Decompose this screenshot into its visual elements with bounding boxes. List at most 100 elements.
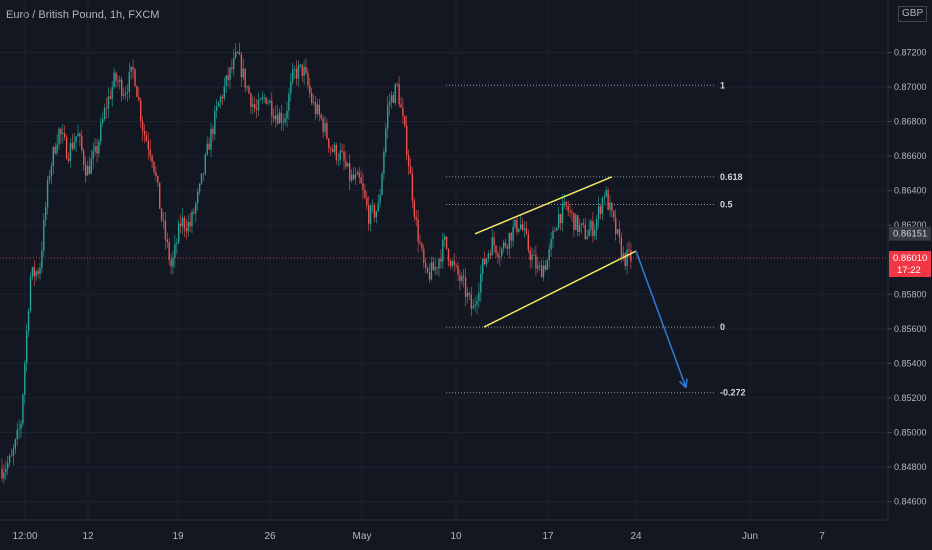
candle-body (548, 249, 550, 261)
candle-body (436, 267, 438, 269)
candle-body (523, 228, 526, 231)
candle-body (556, 227, 558, 231)
candle-body (497, 253, 499, 257)
candle-body (550, 239, 552, 250)
candle-body (333, 144, 336, 152)
drawings[interactable] (0, 176, 888, 389)
grid (0, 0, 888, 520)
last-price-badge (889, 251, 931, 277)
candle-body (197, 191, 199, 204)
fib-label-2: 0.5 (720, 199, 733, 209)
candle-body (516, 219, 518, 232)
candle-body (463, 276, 465, 278)
currency-button[interactable]: GBP (898, 6, 928, 22)
candle-body (60, 128, 62, 135)
candle-body (157, 176, 159, 183)
candle-body (195, 203, 197, 214)
marker-price-badge (889, 226, 931, 241)
candle-body (499, 255, 501, 257)
candle-body (50, 165, 53, 177)
candle-body (90, 158, 92, 174)
candle-body (379, 195, 381, 203)
candle-body (155, 171, 157, 177)
candle-body (233, 57, 235, 69)
candle-body (141, 120, 144, 132)
channel-lower-line (483, 250, 637, 328)
candle-body (206, 143, 208, 155)
candle-body (238, 52, 241, 55)
candle-body (202, 173, 205, 175)
candle-body (537, 265, 539, 269)
candle-body (618, 229, 621, 238)
candle-body (269, 100, 271, 103)
y-tick-label-9: 0.85200 (894, 393, 927, 403)
candle-body (307, 72, 309, 86)
candle-body (301, 64, 303, 76)
candle-body (426, 267, 429, 273)
candle-body (178, 223, 180, 244)
candle-body (288, 93, 290, 111)
candle-body (447, 248, 450, 262)
candle-body (24, 363, 26, 395)
candle-body (352, 174, 355, 180)
candle-body (464, 277, 467, 297)
candle-body (71, 143, 73, 149)
candle-body (520, 224, 522, 229)
candle-body (588, 229, 590, 237)
candle-body (122, 95, 125, 97)
candle-body (58, 128, 60, 145)
time-axis[interactable]: 12:00 12 19 26 May 10 17 24 Jun 7 (0, 519, 888, 542)
candle-body (407, 155, 410, 167)
candle-body (514, 219, 516, 227)
candle-body (533, 254, 535, 256)
candle-body (3, 472, 5, 479)
candle-body (248, 86, 250, 94)
candle-body (453, 260, 455, 265)
candle-body (210, 128, 212, 150)
candle-body (438, 258, 440, 269)
candle-body (468, 293, 471, 295)
candle-body (225, 75, 227, 86)
candle-body (417, 219, 419, 242)
candle-body (261, 97, 263, 100)
candle-body (449, 261, 452, 266)
candle-body (140, 99, 142, 121)
candle-body (252, 104, 254, 107)
candle-body (368, 205, 370, 224)
candle-body (419, 241, 421, 244)
candle-body (387, 105, 389, 129)
candle-body (615, 217, 617, 234)
candle-body (27, 311, 30, 332)
x-tick-label-1: 12 (82, 531, 94, 542)
y-tick-label-6: 0.85800 (894, 289, 927, 299)
candle-body (280, 112, 282, 123)
candle-body (183, 217, 186, 229)
candle-body (231, 67, 233, 69)
price-axis[interactable]: 0.87200 0.87000 0.86800 0.86600 0.86400 0.862… (887, 0, 927, 520)
candle-body (29, 276, 32, 312)
candle-body (565, 201, 567, 207)
candle-body (193, 211, 195, 214)
candle-body (136, 86, 138, 98)
candle-body (20, 423, 22, 430)
projection-arrow-head-0 (679, 380, 687, 389)
candle-body (189, 221, 191, 227)
candle-body (45, 207, 47, 220)
fibonacci-levels[interactable]: 1 0.618 0.5 0 -0.272 (446, 80, 746, 398)
candle-body (603, 196, 605, 198)
y-tick-label-1: 0.87000 (894, 82, 927, 92)
candle-body (444, 236, 446, 240)
candle-body (580, 223, 583, 225)
candle-body (138, 97, 140, 100)
candle-body (88, 166, 91, 174)
candle-body (159, 182, 161, 209)
candle-body (546, 260, 548, 270)
candle-body (620, 237, 623, 259)
fib-label-0: 1 (720, 80, 725, 90)
candle-body (383, 152, 385, 174)
candle-body (185, 228, 187, 232)
candle-body (191, 211, 193, 227)
candle-body (105, 108, 108, 109)
